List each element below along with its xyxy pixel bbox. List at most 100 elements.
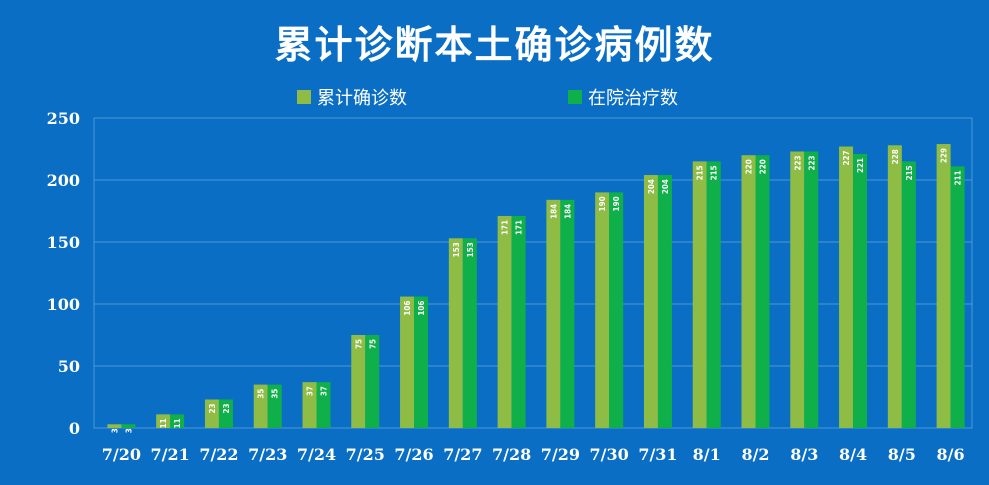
x-tick-label-8/5: 8/5 — [888, 445, 916, 464]
bar-0-7/28 — [497, 215, 512, 428]
bar-1-7/21 — [170, 414, 185, 428]
data-label-1-7/28: 171 — [515, 220, 524, 235]
data-label-1-8/2: 220 — [759, 159, 768, 174]
bar-1-7/25 — [365, 335, 380, 428]
bar-0-8/4 — [839, 146, 854, 428]
bar-0-7/25 — [351, 335, 366, 428]
x-tick-label-7/22: 7/22 — [199, 445, 238, 464]
data-label-1-8/6: 211 — [954, 170, 963, 185]
data-label-1-7/31: 204 — [661, 179, 670, 194]
data-label-0-8/1: 215 — [696, 165, 705, 180]
bar-1-8/2 — [755, 155, 770, 428]
data-label-1-7/23: 35 — [271, 389, 280, 399]
data-label-1-7/27: 153 — [466, 242, 475, 257]
bar-1-7/30 — [609, 192, 624, 428]
legend-item-hospitalized: 在院治疗数 — [568, 84, 678, 110]
bar-0-7/23 — [253, 384, 268, 428]
x-tick-label-7/30: 7/30 — [590, 445, 629, 464]
data-label-0-8/4: 227 — [842, 151, 851, 166]
bar-1-7/23 — [267, 384, 282, 428]
bar-1-7/24 — [316, 382, 331, 428]
data-label-0-7/28: 171 — [501, 220, 510, 235]
data-label-0-7/30: 190 — [598, 196, 607, 211]
chart-title: 累计诊断本土确诊病例数 — [274, 23, 715, 67]
bar-1-7/28 — [511, 215, 526, 428]
x-tick-label-7/23: 7/23 — [248, 445, 287, 464]
x-tick-label-8/6: 8/6 — [937, 445, 965, 464]
y-tick-label-250: 250 — [47, 109, 80, 128]
bar-0-8/1 — [692, 161, 707, 428]
x-tick-label-8/3: 8/3 — [790, 445, 818, 464]
bar-1-7/31 — [657, 175, 672, 428]
y-tick-label-200: 200 — [47, 171, 80, 190]
data-label-1-7/21: 11 — [173, 418, 182, 428]
x-tick-label-7/24: 7/24 — [297, 445, 336, 464]
data-label-1-8/4: 221 — [856, 158, 865, 173]
bar-0-8/3 — [790, 151, 805, 429]
legend-label-hospitalized: 在院治疗数 — [588, 88, 678, 109]
bar-0-7/31 — [643, 175, 658, 428]
bar-1-7/20 — [121, 424, 136, 428]
y-tick-label-50: 50 — [58, 357, 80, 376]
data-label-1-8/3: 223 — [807, 155, 816, 170]
bar-1-8/6 — [950, 166, 965, 429]
x-tick-label-8/2: 8/2 — [741, 445, 769, 464]
legend-swatch-hospitalized — [568, 90, 582, 104]
bar-0-8/6 — [936, 144, 951, 429]
data-label-0-7/24: 37 — [306, 386, 315, 396]
bar-1-8/4 — [853, 153, 868, 428]
data-label-0-7/23: 35 — [257, 389, 266, 399]
bar-1-8/3 — [804, 151, 819, 429]
legend-label-cumulative: 累计确诊数 — [317, 88, 407, 109]
x-tick-label-7/21: 7/21 — [151, 445, 190, 464]
data-label-1-8/1: 215 — [710, 165, 719, 180]
x-tick-label-7/29: 7/29 — [541, 445, 580, 464]
y-tick-label-100: 100 — [47, 295, 80, 314]
legend: 累计确诊数 在院治疗数 — [0, 84, 989, 110]
data-label-0-7/26: 106 — [403, 301, 412, 316]
data-label-1-8/5: 215 — [905, 165, 914, 180]
bar-0-8/5 — [887, 145, 902, 428]
bar-1-8/5 — [901, 161, 916, 428]
data-label-0-8/3: 223 — [793, 155, 802, 170]
data-label-0-7/31: 204 — [647, 179, 656, 194]
bar-0-8/2 — [741, 155, 756, 428]
bar-0-7/20 — [107, 424, 122, 428]
legend-swatch-cumulative — [297, 90, 311, 104]
x-tick-label-7/25: 7/25 — [346, 445, 385, 464]
data-label-0-8/2: 220 — [745, 159, 754, 174]
x-tick-label-7/31: 7/31 — [638, 445, 677, 464]
bar-1-7/26 — [414, 296, 429, 428]
y-tick-label-0: 0 — [69, 419, 80, 438]
bar-1-7/22 — [218, 399, 233, 428]
data-label-0-7/27: 153 — [452, 242, 461, 257]
x-tick-label-7/27: 7/27 — [443, 445, 482, 464]
x-tick-label-7/28: 7/28 — [492, 445, 531, 464]
data-label-0-7/22: 23 — [208, 403, 217, 413]
bar-0-7/30 — [595, 192, 610, 428]
bar-0-7/27 — [448, 238, 463, 428]
data-label-1-7/25: 75 — [368, 339, 377, 349]
bar-0-7/29 — [546, 199, 561, 428]
bar-0-7/21 — [156, 414, 171, 428]
legend-item-cumulative: 累计确诊数 — [297, 84, 407, 110]
data-label-0-7/21: 11 — [159, 418, 168, 428]
bar-1-7/29 — [560, 199, 575, 428]
data-label-0-8/6: 229 — [940, 148, 949, 163]
data-label-0-7/20: 3 — [110, 428, 119, 433]
bar-0-7/24 — [302, 382, 317, 428]
y-tick-label-150: 150 — [47, 233, 80, 252]
x-tick-label-8/1: 8/1 — [693, 445, 721, 464]
bar-1-8/1 — [706, 161, 721, 428]
x-tick-label-7/26: 7/26 — [394, 445, 433, 464]
x-tick-label-7/20: 7/20 — [102, 445, 141, 464]
bar-0-7/22 — [204, 399, 219, 428]
data-label-1-7/26: 106 — [417, 301, 426, 316]
data-label-1-7/24: 37 — [320, 386, 329, 396]
data-label-1-7/30: 190 — [612, 196, 621, 211]
data-label-0-7/29: 184 — [549, 204, 558, 219]
data-label-0-7/25: 75 — [354, 339, 363, 349]
data-label-1-7/20: 3 — [124, 428, 133, 433]
